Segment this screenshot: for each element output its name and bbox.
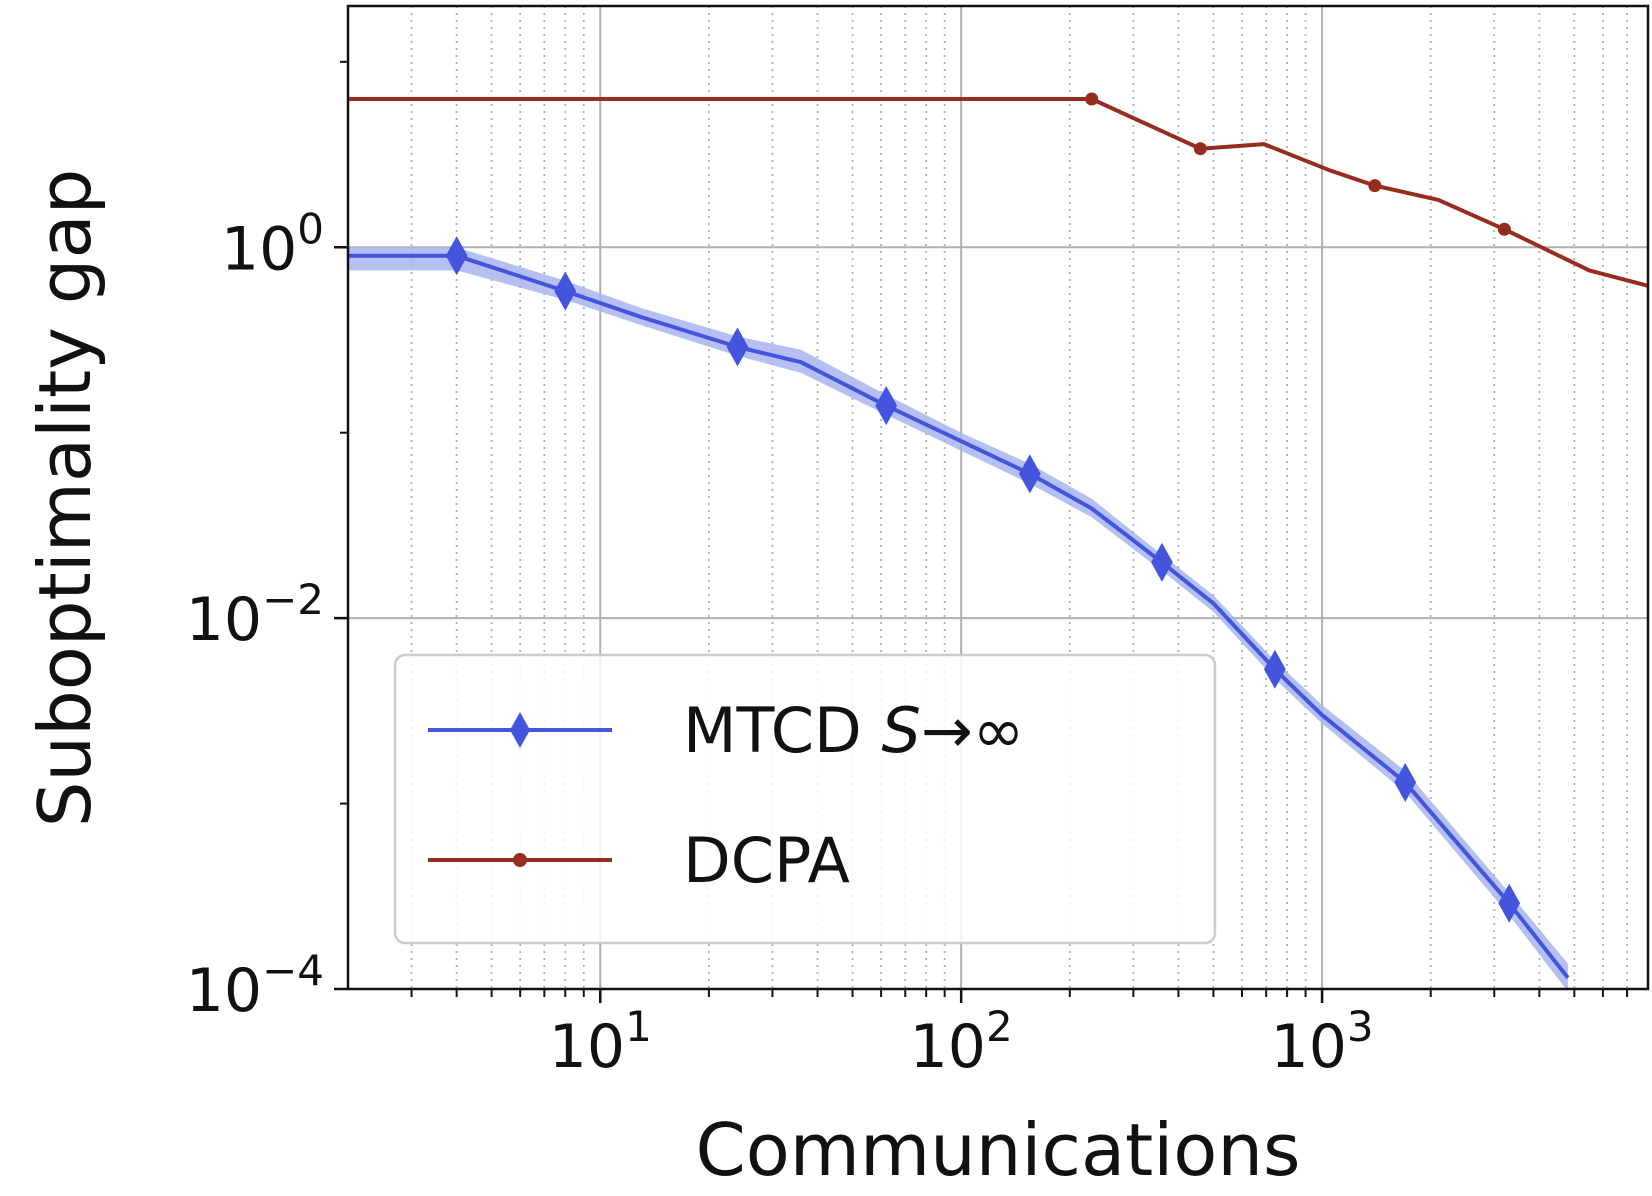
data-point-dcpa: [1497, 222, 1511, 236]
data-point-dcpa: [1085, 92, 1099, 106]
data-point-mtcd: [1264, 649, 1286, 689]
data-point-mtcd: [875, 386, 898, 426]
data-point-mtcd: [1498, 883, 1521, 923]
plot-frame: [346, 4, 1650, 991]
legend-marker-mtcd: [510, 712, 530, 748]
legend-label-dcpa: DCPA: [683, 824, 850, 897]
series-line-dcpa: [348, 97, 1649, 288]
y-tick-label: 100: [221, 204, 324, 284]
series-markers: [445, 92, 1521, 923]
x-tick-label: 101: [549, 1002, 652, 1082]
data-point-mtcd: [554, 271, 577, 311]
legend-label-mtcd: MTCD S→∞: [683, 694, 1024, 767]
data-point-mtcd: [445, 236, 468, 276]
y-tick-label: 10−4: [186, 946, 324, 1026]
x-tick-label: 102: [910, 1002, 1013, 1082]
data-point-dcpa: [1193, 142, 1207, 156]
y-tick-label: 10−2: [186, 575, 324, 655]
data-point-mtcd: [1019, 454, 1041, 494]
data-point-mtcd: [1394, 762, 1417, 802]
axis-ticks: 101 102 103 100 10−2 10−4: [186, 60, 1629, 1082]
legend-marker-dcpa: [513, 853, 527, 867]
x-tick-label: 103: [1271, 1002, 1374, 1082]
data-point-mtcd: [1151, 542, 1173, 582]
legend-box: [393, 653, 1217, 945]
y-axis-label: Suboptimality gap: [23, 169, 107, 828]
data-point-mtcd: [726, 327, 749, 367]
data-point-dcpa: [1368, 179, 1382, 193]
x-axis-label: Communications: [695, 1108, 1300, 1192]
legend: MTCD S→∞ DCPA: [393, 653, 1217, 945]
